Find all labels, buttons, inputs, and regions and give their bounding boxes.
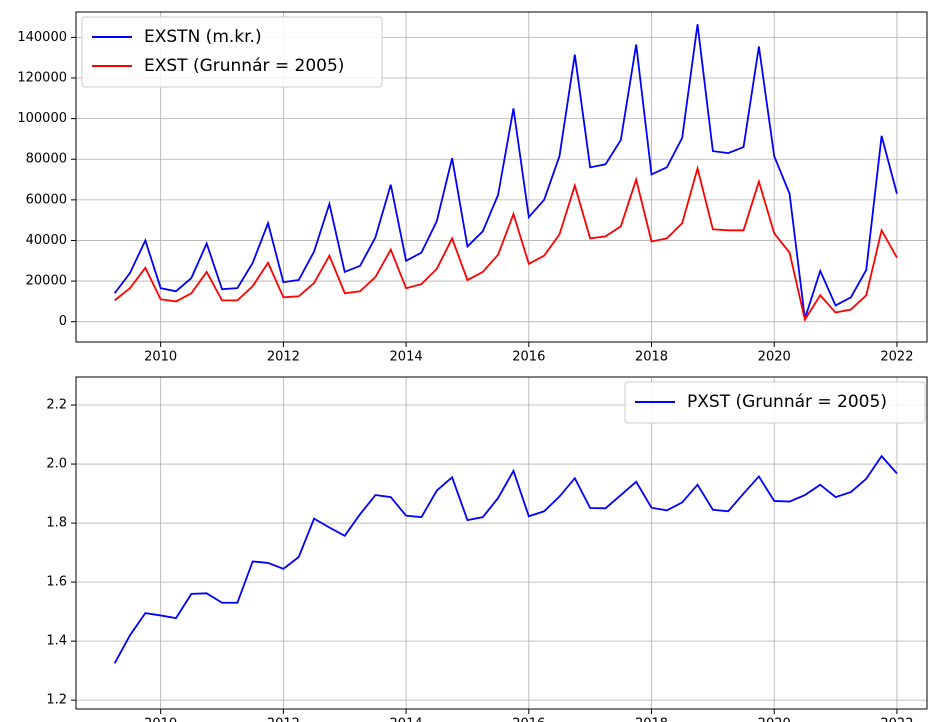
x-tick-label: 2012 [267,350,300,365]
y-tick-label: 80000 [26,152,67,167]
legend: EXSTN (m.kr.) EXST (Grunnár = 2005) [81,16,383,88]
y-tick-label: 140000 [17,30,67,45]
y-tick-label: 1.6 [46,575,67,590]
x-tick-label: 2010 [144,717,177,722]
subplot: 2010 2012 2014 2016 2018 2020 2022 1.2 1.4 1.6 1.8… [46,376,928,722]
x-tick-label: 2022 [880,717,913,722]
x-tick-label: 2016 [512,717,545,722]
x-tick-label: 2010 [144,350,177,365]
x-tick-label: 2018 [635,350,668,365]
axes-frame [75,11,928,343]
legend-box [81,16,383,88]
x-tick-label: 2020 [758,717,791,722]
legend-box [624,381,926,424]
legend-label: EXST (Grunnár = 2005) [144,56,344,76]
y-tick-label: 100000 [17,111,67,126]
x-tick-label: 2014 [390,350,423,365]
x-tick-label: 2014 [390,717,423,722]
legend-label: EXSTN (m.kr.) [144,27,262,47]
legend: PXST (Grunnár = 2005) [624,381,926,424]
y-tick-label: 1.4 [46,634,67,649]
data-line [113,24,898,319]
x-tick-label: 2020 [758,350,791,365]
axes-frame [75,376,928,710]
subplot: 2010 2012 2014 2016 2018 2020 2022 0 20000 40000 6… [17,11,928,365]
y-tick-label: 1.8 [46,516,67,531]
y-tick-label: 40000 [26,233,67,248]
data-line [114,164,898,322]
x-tick-label: 2012 [267,717,300,722]
y-tick-label: 2.2 [46,398,67,413]
x-tick-label: 2016 [512,350,545,365]
y-tick-label: 20000 [26,274,67,289]
x-tick-label: 2022 [880,350,913,365]
y-tick-label: 0 [59,314,67,329]
data-line [113,454,898,664]
y-tick-label: 120000 [17,71,67,86]
legend-label: PXST (Grunnár = 2005) [687,392,887,412]
y-tick-label: 2.0 [46,457,67,472]
y-tick-label: 1.2 [46,693,67,708]
y-tick-label: 60000 [26,192,67,207]
x-tick-label: 2018 [635,717,668,722]
